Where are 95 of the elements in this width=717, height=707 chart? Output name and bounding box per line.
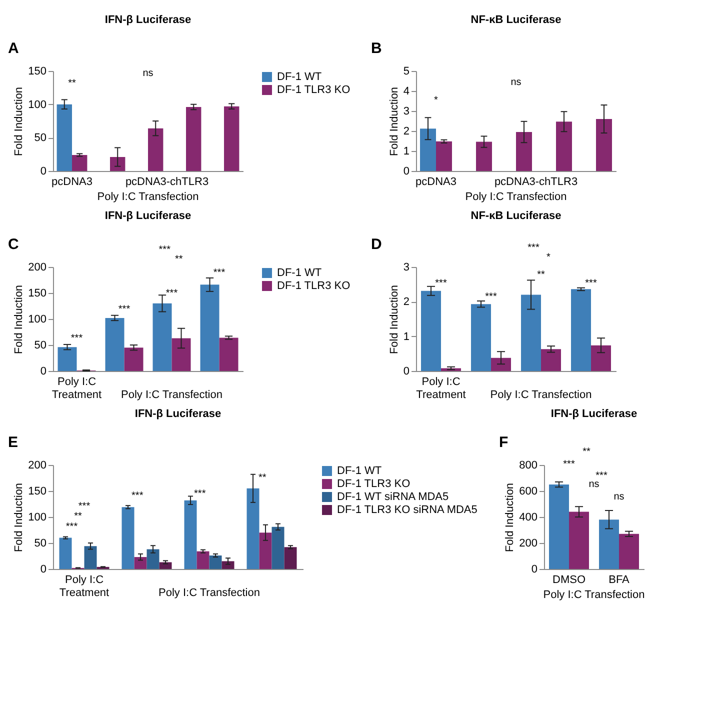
y-tick-label: 4 [403,86,410,98]
chart-title: IFN-β Luciferase [104,14,192,26]
text: F [499,434,508,451]
text: pcDNA3-chTLR3 [125,176,209,188]
annotation: *** [585,278,597,289]
text: Poly I:C Treatment [52,376,102,401]
x-tick-label: BFA [608,574,630,586]
text: ** [174,254,183,265]
chart-title: NF-κB Luciferase [470,14,562,26]
text: pcDNA3-chTLR3 [494,176,578,188]
annotation: *** [78,500,90,512]
y-tick-label: 100 [28,512,46,524]
chart-title: IFN-β Luciferase [550,408,638,420]
annotation: *** [118,304,130,315]
y-tick-label: 1 [403,146,410,158]
annotation: ** [68,78,76,89]
y-tick-label: 0 [531,564,538,576]
y-axis-title: Fold Induction [388,86,400,156]
legend-label: DF-1 WT [277,71,322,83]
annotation: ** [74,511,82,522]
y-tick-label: 200 [28,262,46,274]
annotation: *** [435,278,447,289]
legend-label: DF-1 WT [277,267,322,279]
text: Poly I:C Transfection [490,389,592,401]
y-tick-label: 0 [40,366,46,378]
y-tick-label: 400 [519,512,538,524]
legend-label: DF-1 TLR3 KO [277,84,351,96]
annotation: *** [66,522,78,533]
annotation: ns [142,68,154,79]
y-tick-label: 5 [403,66,410,78]
y-tick-label: 2 [403,126,410,138]
x-axis-title: Poly I:C Transfection [465,191,567,203]
legend-label: DF-1 TLR3 KO [337,478,411,490]
annotation: *** [563,459,575,470]
text: D [371,236,382,253]
y-tick-label: 2 [403,296,410,308]
text: * [546,252,551,263]
legend-label: DF-1 TLR3 KO siRNA MDA5 [337,504,478,516]
y-tick-label: 200 [28,460,46,472]
annotation: ns [510,77,522,88]
y-tick-label: 600 [519,486,538,498]
y-tick-label: 100 [28,314,46,326]
legend-label: DF-1 WT [337,465,382,477]
text: E [8,434,18,451]
text: ** [582,446,590,458]
y-tick-label: 150 [28,486,46,498]
x-tick-label: DMSO [552,574,586,586]
annotation: * [434,95,438,106]
annotation: ** [258,472,266,484]
text: Poly I:C Transfection [158,587,260,599]
y-tick-label: 0 [403,166,410,178]
y-tick-label: 200 [519,538,538,550]
y-tick-label: 800 [519,460,538,472]
y-axis-title: Fold Induction [13,86,26,156]
annotation: ns [614,491,624,502]
y-tick-label: 0 [403,366,410,378]
y-tick-label: 50 [34,340,46,352]
text: Poly I:C Transfection [121,389,222,401]
y-tick-label: 3 [403,262,410,274]
text: B [371,40,382,57]
y-tick-label: 50 [34,132,46,144]
text: *** [158,244,171,256]
annotation: *** [70,332,83,344]
annotation: *** [194,488,206,500]
chart-title: IFN-β Luciferase [104,210,192,222]
text: pcDNA3 [52,176,92,188]
annotation: *** [213,267,226,278]
annotation: ** [537,269,545,280]
y-tick-label: 1 [403,330,410,343]
text: pcDNA3 [416,176,456,188]
annotation: *** [485,291,497,302]
y-tick-label: 100 [28,98,46,111]
text: Poly I:C Treatment [59,574,110,599]
text: A [8,40,19,57]
y-axis-title: Fold Induction [504,482,516,552]
chart-title: IFN-β Luciferase [134,408,222,420]
y-tick-label: 0 [40,564,46,576]
chart-title: NF-κB Luciferase [470,210,562,222]
y-tick-label: 50 [34,538,46,550]
annotation: *** [132,490,144,502]
y-axis-title: Fold Induction [388,284,400,354]
legend-label: DF-1 TLR3 KO [277,280,351,292]
text: *** [528,242,540,254]
y-tick-label: 150 [28,66,46,78]
y-tick-label: 0 [40,166,46,178]
legend-label: DF-1 WT siRNA MDA5 [337,491,449,503]
y-tick-label: 3 [403,106,410,118]
y-axis-title: Fold Induction [13,482,26,552]
text: Poly I:C Treatment [416,376,466,401]
annotation: *** [166,288,178,300]
x-axis-title: Poly I:C Transfection [543,589,645,601]
text: C [8,236,19,253]
y-tick-label: 150 [28,288,46,300]
x-axis-title: Poly I:C Transfection [97,191,199,203]
y-axis-title: Fold Induction [13,284,26,354]
